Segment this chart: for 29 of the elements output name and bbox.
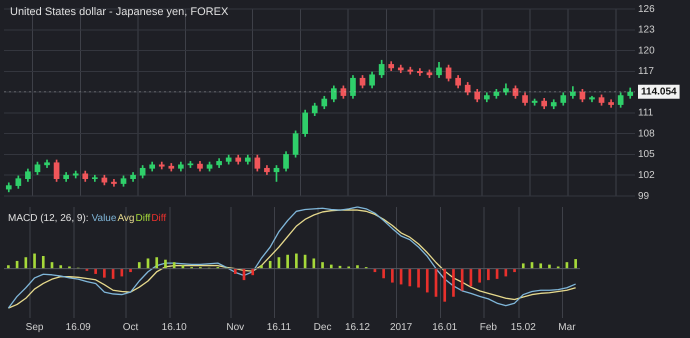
x-tick-label: Oct	[122, 322, 139, 333]
x-tick-label: Feb	[480, 322, 498, 333]
text: Diff	[136, 213, 150, 224]
x-tick-label: 2017	[390, 322, 413, 333]
x-tick-label: Nov	[226, 322, 244, 333]
text: Value	[92, 213, 116, 224]
y-tick-label: 126	[638, 4, 656, 15]
x-tick-label: 16.11	[266, 322, 292, 333]
y-tick-label: 111	[638, 108, 654, 119]
legend-title: MACD (12, 26, 9):	[8, 213, 89, 224]
ref-line-label: 114.054	[641, 86, 678, 98]
x-tick-label: 16.01	[432, 322, 458, 333]
y-tick-label: 105	[638, 149, 656, 160]
text: Avg	[117, 213, 134, 224]
y-tick-label: 99	[638, 190, 650, 202]
y-tick-label: 102	[638, 170, 656, 181]
x-tick-label: Dec	[314, 322, 332, 333]
x-tick-label: 16.12	[344, 322, 370, 333]
x-tick-label: Sep	[26, 322, 44, 333]
y-tick-label: 120	[638, 45, 656, 56]
x-tick-label: Mar	[558, 322, 576, 333]
text: Diff	[151, 213, 166, 224]
y-tick-label: 108	[638, 128, 656, 140]
chart-title: United States dollar - Japanese yen, FOREX	[10, 6, 228, 18]
y-tick-label: 123	[638, 24, 656, 36]
x-tick-label: 16.09	[66, 322, 92, 333]
x-tick-label: 15.02	[510, 322, 536, 333]
x-tick-label: 16.10	[162, 322, 188, 333]
y-tick-label: 117	[638, 66, 654, 78]
